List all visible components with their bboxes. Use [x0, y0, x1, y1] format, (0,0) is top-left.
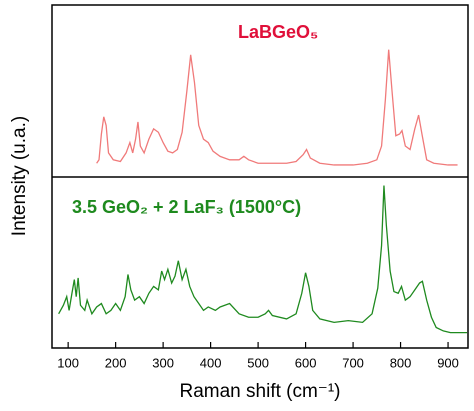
- x-tick-label: 400: [200, 355, 222, 370]
- x-tick-label: 100: [57, 355, 79, 370]
- spectrum-label: 3.5 GeO₂ + 2 LaF₃ (1500°C): [72, 197, 301, 217]
- x-tick-label: 200: [105, 355, 127, 370]
- x-tick-label: 500: [247, 355, 269, 370]
- spectrum-label: LaBGeO₅: [238, 22, 318, 42]
- x-tick-label: 600: [295, 355, 317, 370]
- x-tick-label: 800: [390, 355, 412, 370]
- x-tick-label: 900: [437, 355, 459, 370]
- x-axis-label: Raman shift (cm⁻¹): [180, 381, 341, 402]
- spectrum-line: [58, 185, 468, 334]
- x-tick-label: 700: [342, 355, 364, 370]
- y-axis-label: Intensity (u.a.): [9, 116, 30, 236]
- spectrum-line: [96, 49, 458, 166]
- x-tick-label: 300: [152, 355, 174, 370]
